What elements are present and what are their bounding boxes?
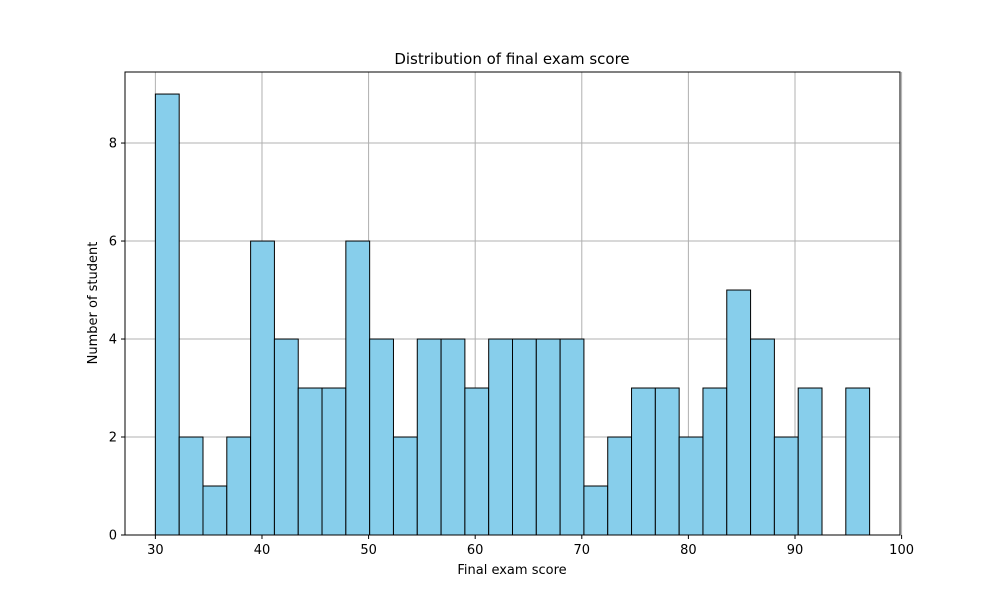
histogram-bar — [226, 436, 252, 536]
x-tick-label: 30 — [147, 543, 164, 558]
x-tick-label: 90 — [787, 543, 804, 558]
histogram-bar — [512, 338, 537, 536]
histogram-bar — [297, 387, 323, 536]
x-tick-label: 70 — [574, 543, 591, 558]
histogram-bar — [273, 338, 299, 536]
histogram-bar — [488, 338, 513, 536]
y-axis-ticks: 0 2 4 6 8 — [109, 137, 125, 544]
histogram-bar — [797, 387, 823, 536]
y-tick-label: 6 — [109, 235, 117, 250]
histogram-bar — [321, 387, 347, 536]
y-tick-label: 4 — [109, 333, 117, 348]
histogram-bar — [559, 338, 585, 536]
y-axis-label: Number of student — [86, 242, 101, 365]
histogram-bar — [416, 338, 442, 536]
histogram-bar — [345, 240, 371, 536]
x-axis-ticks: 30 40 50 60 70 80 90 100 — [147, 535, 914, 558]
histogram-bar — [773, 436, 799, 536]
histogram-bar — [202, 485, 228, 536]
histogram-bar — [369, 338, 394, 536]
x-tick-label: 100 — [889, 543, 914, 558]
x-tick-label: 60 — [467, 543, 484, 558]
histogram-bar — [678, 436, 704, 536]
y-tick-label: 8 — [109, 137, 117, 152]
histogram-bar — [631, 387, 656, 536]
histogram-bar — [702, 387, 728, 536]
histogram-bar — [154, 93, 180, 536]
histogram-bar — [726, 289, 752, 536]
histogram-bar — [654, 387, 680, 536]
histogram-bar — [607, 436, 633, 536]
histogram-bar — [750, 338, 775, 536]
histogram-bar — [250, 240, 275, 536]
x-tick-label: 40 — [254, 543, 271, 558]
histogram-bar — [845, 387, 871, 536]
bars — [154, 93, 871, 536]
y-tick-label: 0 — [109, 529, 117, 544]
chart-title: Distribution of final exam score — [394, 50, 629, 68]
x-tick-label: 50 — [360, 543, 377, 558]
x-axis-label: Final exam score — [457, 563, 566, 578]
histogram-bar — [464, 387, 490, 536]
histogram-bar — [392, 436, 418, 536]
axes-frame — [124, 71, 901, 536]
x-tick-label: 80 — [680, 543, 697, 558]
histogram-bar — [583, 485, 609, 536]
histogram-bar — [440, 338, 466, 536]
y-tick-label: 2 — [109, 431, 117, 446]
histogram-bar — [535, 338, 561, 536]
histogram-bar — [178, 436, 204, 536]
